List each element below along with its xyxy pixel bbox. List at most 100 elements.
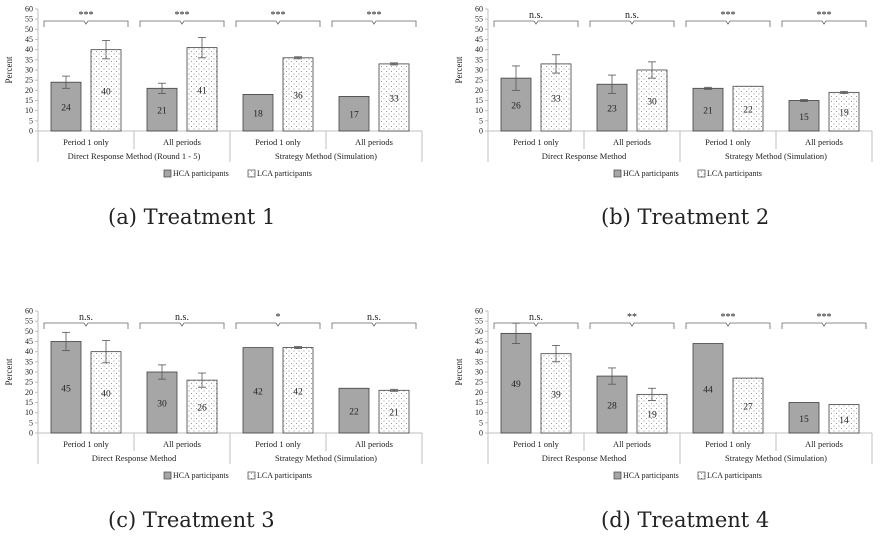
bar-hca [596, 375, 628, 434]
significance-marker: *** [721, 312, 736, 323]
legend-label-lca: LCA participants [707, 471, 762, 480]
significance-marker: *** [175, 10, 190, 21]
x-category-label: All periods [613, 439, 651, 449]
x-category-label: All periods [805, 137, 843, 147]
legend-swatch-lca [697, 471, 706, 480]
y-tick-label: 0 [479, 429, 483, 438]
significance-bracket [493, 20, 579, 27]
y-tick-label: 10 [475, 106, 483, 115]
group-label: Direct Response Method [92, 453, 177, 463]
significance-marker: n.s. [175, 312, 189, 323]
data-label: 30 [647, 98, 657, 108]
significance-marker: n.s. [529, 312, 543, 323]
x-category-label: Period 1 only [255, 137, 302, 147]
group-label: Direct Response Method [542, 453, 627, 463]
chart-panel-treatment-2: 0 5 10 15 20 25 30 35 40 45 50 55 60 Percent 26 33 Perio… [450, 0, 882, 195]
bar-lca [282, 57, 314, 132]
bar-hca [146, 371, 178, 434]
x-category-label: Period 1 only [705, 439, 752, 449]
y-tick-label: 50 [25, 327, 33, 336]
y-tick-label: 20 [475, 86, 483, 95]
data-label: 18 [253, 110, 263, 120]
significance-marker: n.s. [79, 312, 93, 323]
legend-label-lca: LCA participants [707, 169, 762, 178]
y-tick-label: 40 [475, 347, 483, 356]
group-label: Strategy Method (Simulation) [275, 151, 377, 161]
data-label: 26 [197, 404, 207, 414]
significance-marker: n.s. [529, 10, 543, 21]
data-label: 49 [511, 380, 521, 390]
x-category-label: All periods [355, 439, 393, 449]
group-label: Strategy Method (Simulation) [725, 151, 827, 161]
legend-label-hca: HCA participants [173, 471, 229, 480]
y-tick-label: 20 [25, 388, 33, 397]
data-label: 21 [703, 107, 713, 117]
y-tick-label: 30 [475, 66, 483, 75]
y-tick-label: 0 [29, 127, 33, 136]
y-tick-label: 55 [475, 15, 483, 24]
significance-marker: ** [627, 312, 637, 323]
significance-marker: *** [817, 312, 832, 323]
y-axis-title: Percent [454, 358, 464, 385]
y-tick-label: 20 [475, 388, 483, 397]
y-tick-label: 50 [475, 327, 483, 336]
x-category-label: Period 1 only [255, 439, 302, 449]
significance-bracket [139, 20, 225, 27]
legend-label-hca: HCA participants [623, 169, 679, 178]
significance-bracket [493, 322, 579, 329]
legend-label-lca: LCA participants [257, 169, 312, 178]
significance-marker: *** [271, 10, 286, 21]
data-label: 40 [101, 389, 111, 399]
data-label: 26 [511, 102, 521, 112]
bar-lca [186, 379, 218, 434]
y-tick-label: 45 [25, 337, 33, 346]
caption-treatment-3: (c) Treatment 3 [108, 508, 275, 532]
y-tick-label: 15 [25, 96, 33, 105]
bar-hca [788, 402, 820, 434]
y-tick-label: 40 [25, 347, 33, 356]
x-category-label: All periods [613, 137, 651, 147]
y-tick-label: 30 [25, 368, 33, 377]
significance-marker: *** [79, 10, 94, 21]
group-label: Strategy Method (Simulation) [275, 453, 377, 463]
y-axis-title: Percent [4, 358, 14, 385]
y-tick-label: 15 [475, 96, 483, 105]
data-label: 19 [647, 411, 657, 421]
y-tick-label: 35 [25, 55, 33, 64]
bar-lca [732, 85, 764, 132]
bar-lca [378, 389, 410, 434]
y-tick-label: 30 [25, 66, 33, 75]
significance-bracket [331, 20, 417, 27]
bar-hca [50, 81, 82, 132]
data-label: 22 [743, 106, 753, 116]
y-tick-label: 60 [475, 307, 483, 316]
data-label: 15 [799, 415, 809, 425]
y-tick-label: 50 [25, 25, 33, 34]
legend-swatch-hca [613, 169, 622, 178]
significance-bracket [589, 20, 675, 27]
bar-hca [242, 347, 274, 434]
bar-hca [50, 341, 82, 434]
y-tick-label: 35 [475, 357, 483, 366]
data-label: 23 [607, 105, 617, 115]
legend-swatch-hca [613, 471, 622, 480]
bar-lca [732, 377, 764, 434]
x-category-label: All periods [355, 137, 393, 147]
significance-bracket [589, 322, 675, 329]
y-tick-label: 0 [479, 127, 483, 136]
y-tick-label: 55 [475, 317, 483, 326]
x-category-label: Period 1 only [63, 137, 110, 147]
y-tick-label: 55 [25, 15, 33, 24]
y-tick-label: 25 [25, 378, 33, 387]
y-tick-label: 25 [25, 76, 33, 85]
x-category-label: Period 1 only [513, 439, 560, 449]
significance-bracket [685, 20, 771, 27]
y-tick-label: 10 [25, 408, 33, 417]
legend-swatch-lca [697, 169, 706, 178]
significance-bracket [781, 20, 867, 27]
significance-bracket [781, 322, 867, 329]
data-label: 44 [703, 385, 713, 395]
y-tick-label: 15 [475, 398, 483, 407]
significance-bracket [43, 20, 129, 27]
x-category-label: Period 1 only [513, 137, 560, 147]
